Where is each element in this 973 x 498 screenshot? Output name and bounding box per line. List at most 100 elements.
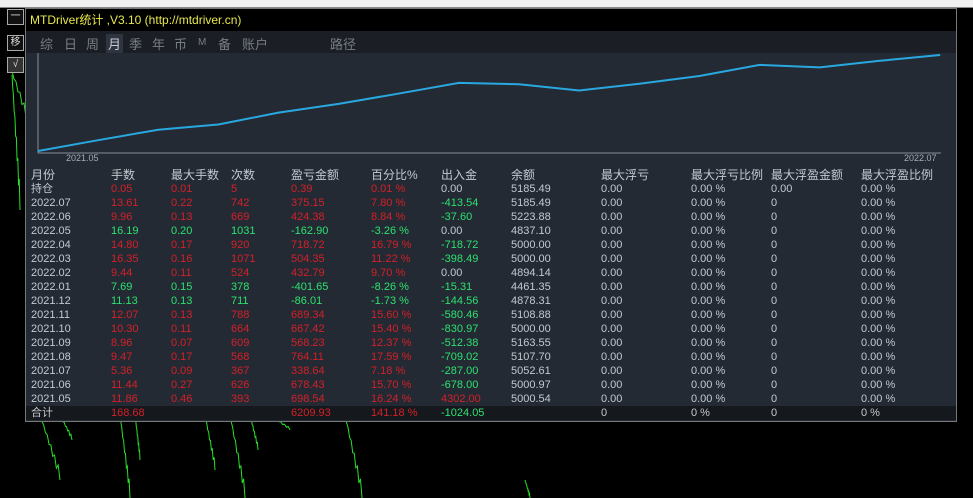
cell-col-7: 5107.70 (511, 351, 551, 363)
cell-col-10: 0 (771, 351, 778, 363)
cell-col-11: 0.00 % (861, 239, 896, 251)
cell-col-11: 0.00 % (861, 309, 896, 321)
table-row: 持仓 0.05 0.01 5 0.39 0.01 % 0.00 5185.49 0.00 0.00… (26, 182, 956, 196)
tab-1[interactable]: 日 (64, 37, 78, 52)
tab-9[interactable]: 账户 (242, 37, 269, 52)
cell-col-1: 7.69 (111, 281, 133, 293)
cell-col-4: 424.38 (291, 211, 325, 223)
cell-col-8: 0.00 (601, 295, 623, 307)
tab-5[interactable]: 年 (152, 37, 166, 52)
cell-col-7: 5108.88 (511, 309, 551, 321)
header-row: 月份 手数 最大手数 次数 盈亏金额 百分比% 出入金 余额 最大浮亏 最大浮亏比例 最大浮盈金额 最… (26, 168, 956, 182)
price-line-2 (39, 414, 61, 481)
cell-col-2: 0.13 (171, 309, 193, 321)
cell-col-10: 0 (771, 225, 778, 237)
cell-col-5: -1.73 % (371, 295, 409, 307)
cell-col-7: 4894.14 (511, 267, 551, 279)
total-row: 合计 168.68 6209.93 141.18 % -1024.05 0 0 % 0 0 % (26, 406, 956, 420)
table-row: 2021.07 5.36 0.09 367 338.64 7.18 % -287.00 505… (26, 364, 956, 378)
cell-col-8: 0.00 (601, 365, 623, 377)
cell-col-5: 7.18 % (371, 365, 406, 377)
cell-col-6: -144.56 (441, 295, 479, 307)
cell-col-5: 16.79 % (371, 239, 412, 251)
cell-col-5: 141.18 % (371, 407, 418, 419)
cell-col-3: 609 (231, 337, 250, 349)
tab-10[interactable]: 路径 (330, 37, 357, 52)
cell-col-11: 0.00 % (861, 183, 896, 195)
cell-col-11: 0.00 % (861, 281, 896, 293)
cell-col-8: 0.00 (601, 183, 623, 195)
cell-col-11: 0.00 % (861, 267, 896, 279)
cell-col-9: 0.00 % (691, 379, 726, 391)
table-row: 2022.03 16.35 0.16 1071 504.35 11.22 % -398.49… (26, 252, 956, 266)
equity-point-12 (759, 64, 761, 66)
minimize-button[interactable]: 一 (7, 9, 24, 25)
cell-col-0: 2021.11 (31, 309, 70, 321)
cell-col-0: 2021.05 (31, 393, 71, 405)
table-row: 2022.07 13.61 0.22 742 375.15 7.80 % -413.54 51… (26, 196, 956, 210)
check-button[interactable]: √ (7, 57, 24, 73)
cell-col-0: 2022.03 (31, 253, 71, 265)
cell-col-1: 9.96 (111, 211, 133, 223)
cell-col-10: 0 (771, 267, 778, 279)
cell-col-11: 0.00 % (861, 253, 896, 265)
tab-8[interactable]: 备 (218, 37, 232, 52)
equity-point-6 (398, 93, 400, 95)
cell-col-9: 最大浮亏比例 (691, 168, 764, 182)
cell-col-2: 0.11 (171, 323, 192, 335)
cell-col-6: 0.00 (441, 183, 463, 195)
tab-0[interactable]: 综 (40, 37, 54, 52)
cell-col-1: 16.19 (111, 225, 139, 237)
cell-col-3: 669 (231, 211, 250, 223)
move-button[interactable]: 移 (7, 35, 24, 51)
cell-col-4: -401.65 (291, 281, 329, 293)
cell-col-1: 11.13 (111, 295, 138, 307)
price-line-6 (204, 414, 216, 471)
cell-col-2: 0.11 (171, 267, 192, 279)
cell-col-11: 0.00 % (861, 323, 896, 335)
cell-col-9: 0.00 % (691, 253, 726, 265)
cell-col-6: 0.00 (441, 225, 463, 237)
price-line-4 (119, 414, 131, 498)
cell-col-5: 9.70 % (371, 267, 406, 279)
equity-point-11 (698, 75, 700, 77)
cell-col-4: 698.54 (291, 393, 325, 405)
cell-col-6: -1024.05 (441, 407, 485, 419)
cell-col-11: 0.00 % (861, 197, 896, 209)
cell-col-9: 0 % (691, 407, 710, 419)
cell-col-10: 0 (771, 337, 778, 349)
price-line-7 (229, 414, 246, 498)
cell-col-4: 689.34 (291, 309, 325, 321)
cell-col-4: -162.90 (291, 225, 329, 237)
equity-point-8 (518, 83, 520, 85)
cell-col-6: -287.00 (441, 365, 479, 377)
cell-col-10: 最大浮盈金额 (771, 168, 844, 182)
cell-col-4: 375.15 (291, 197, 325, 209)
cell-col-1: 5.36 (111, 365, 133, 377)
tab-4[interactable]: 季 (129, 37, 143, 52)
cell-col-10: 0.00 (771, 183, 793, 195)
cell-col-7: 4837.10 (511, 225, 551, 237)
cell-col-7: 4878.31 (511, 295, 551, 307)
cell-col-0: 2022.06 (31, 211, 71, 223)
equity-point-1 (97, 139, 99, 141)
tab-2[interactable]: 周 (86, 37, 100, 52)
cell-col-3: 次数 (231, 168, 256, 182)
tab-6[interactable]: 币 (174, 37, 188, 52)
cell-col-6: -413.54 (441, 197, 479, 209)
cell-col-1: 12.07 (111, 309, 139, 321)
tab-3[interactable]: 月 (106, 34, 124, 53)
cell-col-11: 0.00 % (861, 365, 896, 377)
cell-col-11: 0.00 % (861, 337, 896, 349)
cell-col-0: 2021.09 (31, 337, 71, 349)
cell-col-4: 6209.93 (291, 407, 331, 419)
table-row: 2022.04 14.80 0.17 920 718.72 16.79 % -718.72 5… (26, 238, 956, 252)
cell-col-10: 0 (771, 323, 778, 335)
cell-col-8: 0.00 (601, 197, 623, 209)
table-row: 2021.11 12.07 0.13 788 689.34 15.60 % -580.46 5… (26, 308, 956, 322)
cell-col-1: 0.05 (111, 183, 133, 195)
cell-col-5: 15.70 % (371, 379, 412, 391)
cell-col-4: 667.42 (291, 323, 325, 335)
tab-7[interactable]: M (198, 37, 207, 48)
equity-point-13 (819, 66, 821, 68)
